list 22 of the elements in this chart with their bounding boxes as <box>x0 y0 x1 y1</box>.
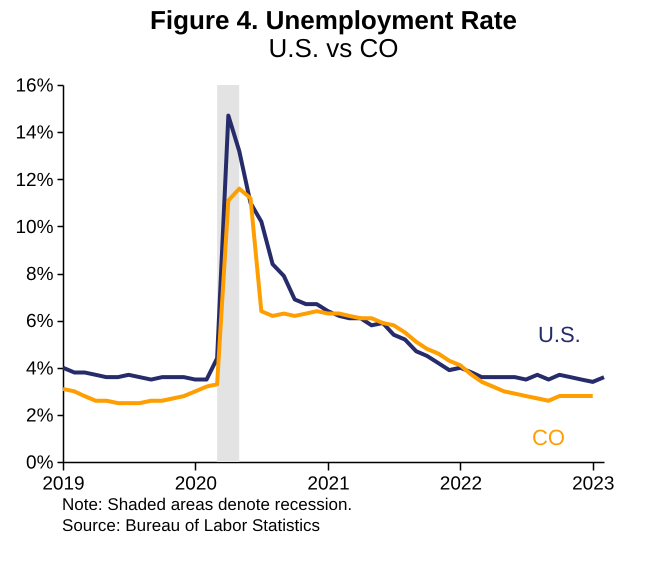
y-tick-label: 14% <box>15 122 54 144</box>
y-tick-label: 6% <box>26 311 54 332</box>
y-tick-label: 12% <box>15 170 54 191</box>
y-tick-label: 10% <box>15 216 54 238</box>
source-note: Source: Bureau of Labor Statistics <box>62 515 321 536</box>
y-tick-label: 2% <box>26 405 54 426</box>
x-tick-label: 2020 <box>174 474 217 494</box>
series-label: CO <box>532 425 566 450</box>
series-label: U.S. <box>538 322 581 348</box>
y-tick-label: 8% <box>26 264 54 285</box>
x-tick-label: 2021 <box>307 474 350 494</box>
text: Note: Shaded areas denote recession. <box>62 494 352 515</box>
line-series <box>61 114 606 384</box>
chart-subtitle: U.S. vs CO <box>268 33 399 63</box>
x-tick-label: 2023 <box>572 474 614 494</box>
y-tick-label: 4% <box>26 358 54 380</box>
y-tick-label: 16% <box>15 76 54 96</box>
chart-title: Figure 4. Unemployment Rate <box>150 5 517 35</box>
y-tick-label: 0% <box>26 452 54 474</box>
x-tick-label: 2022 <box>440 474 482 494</box>
line-series <box>61 186 595 406</box>
x-tick-label: 2019 <box>42 474 85 494</box>
